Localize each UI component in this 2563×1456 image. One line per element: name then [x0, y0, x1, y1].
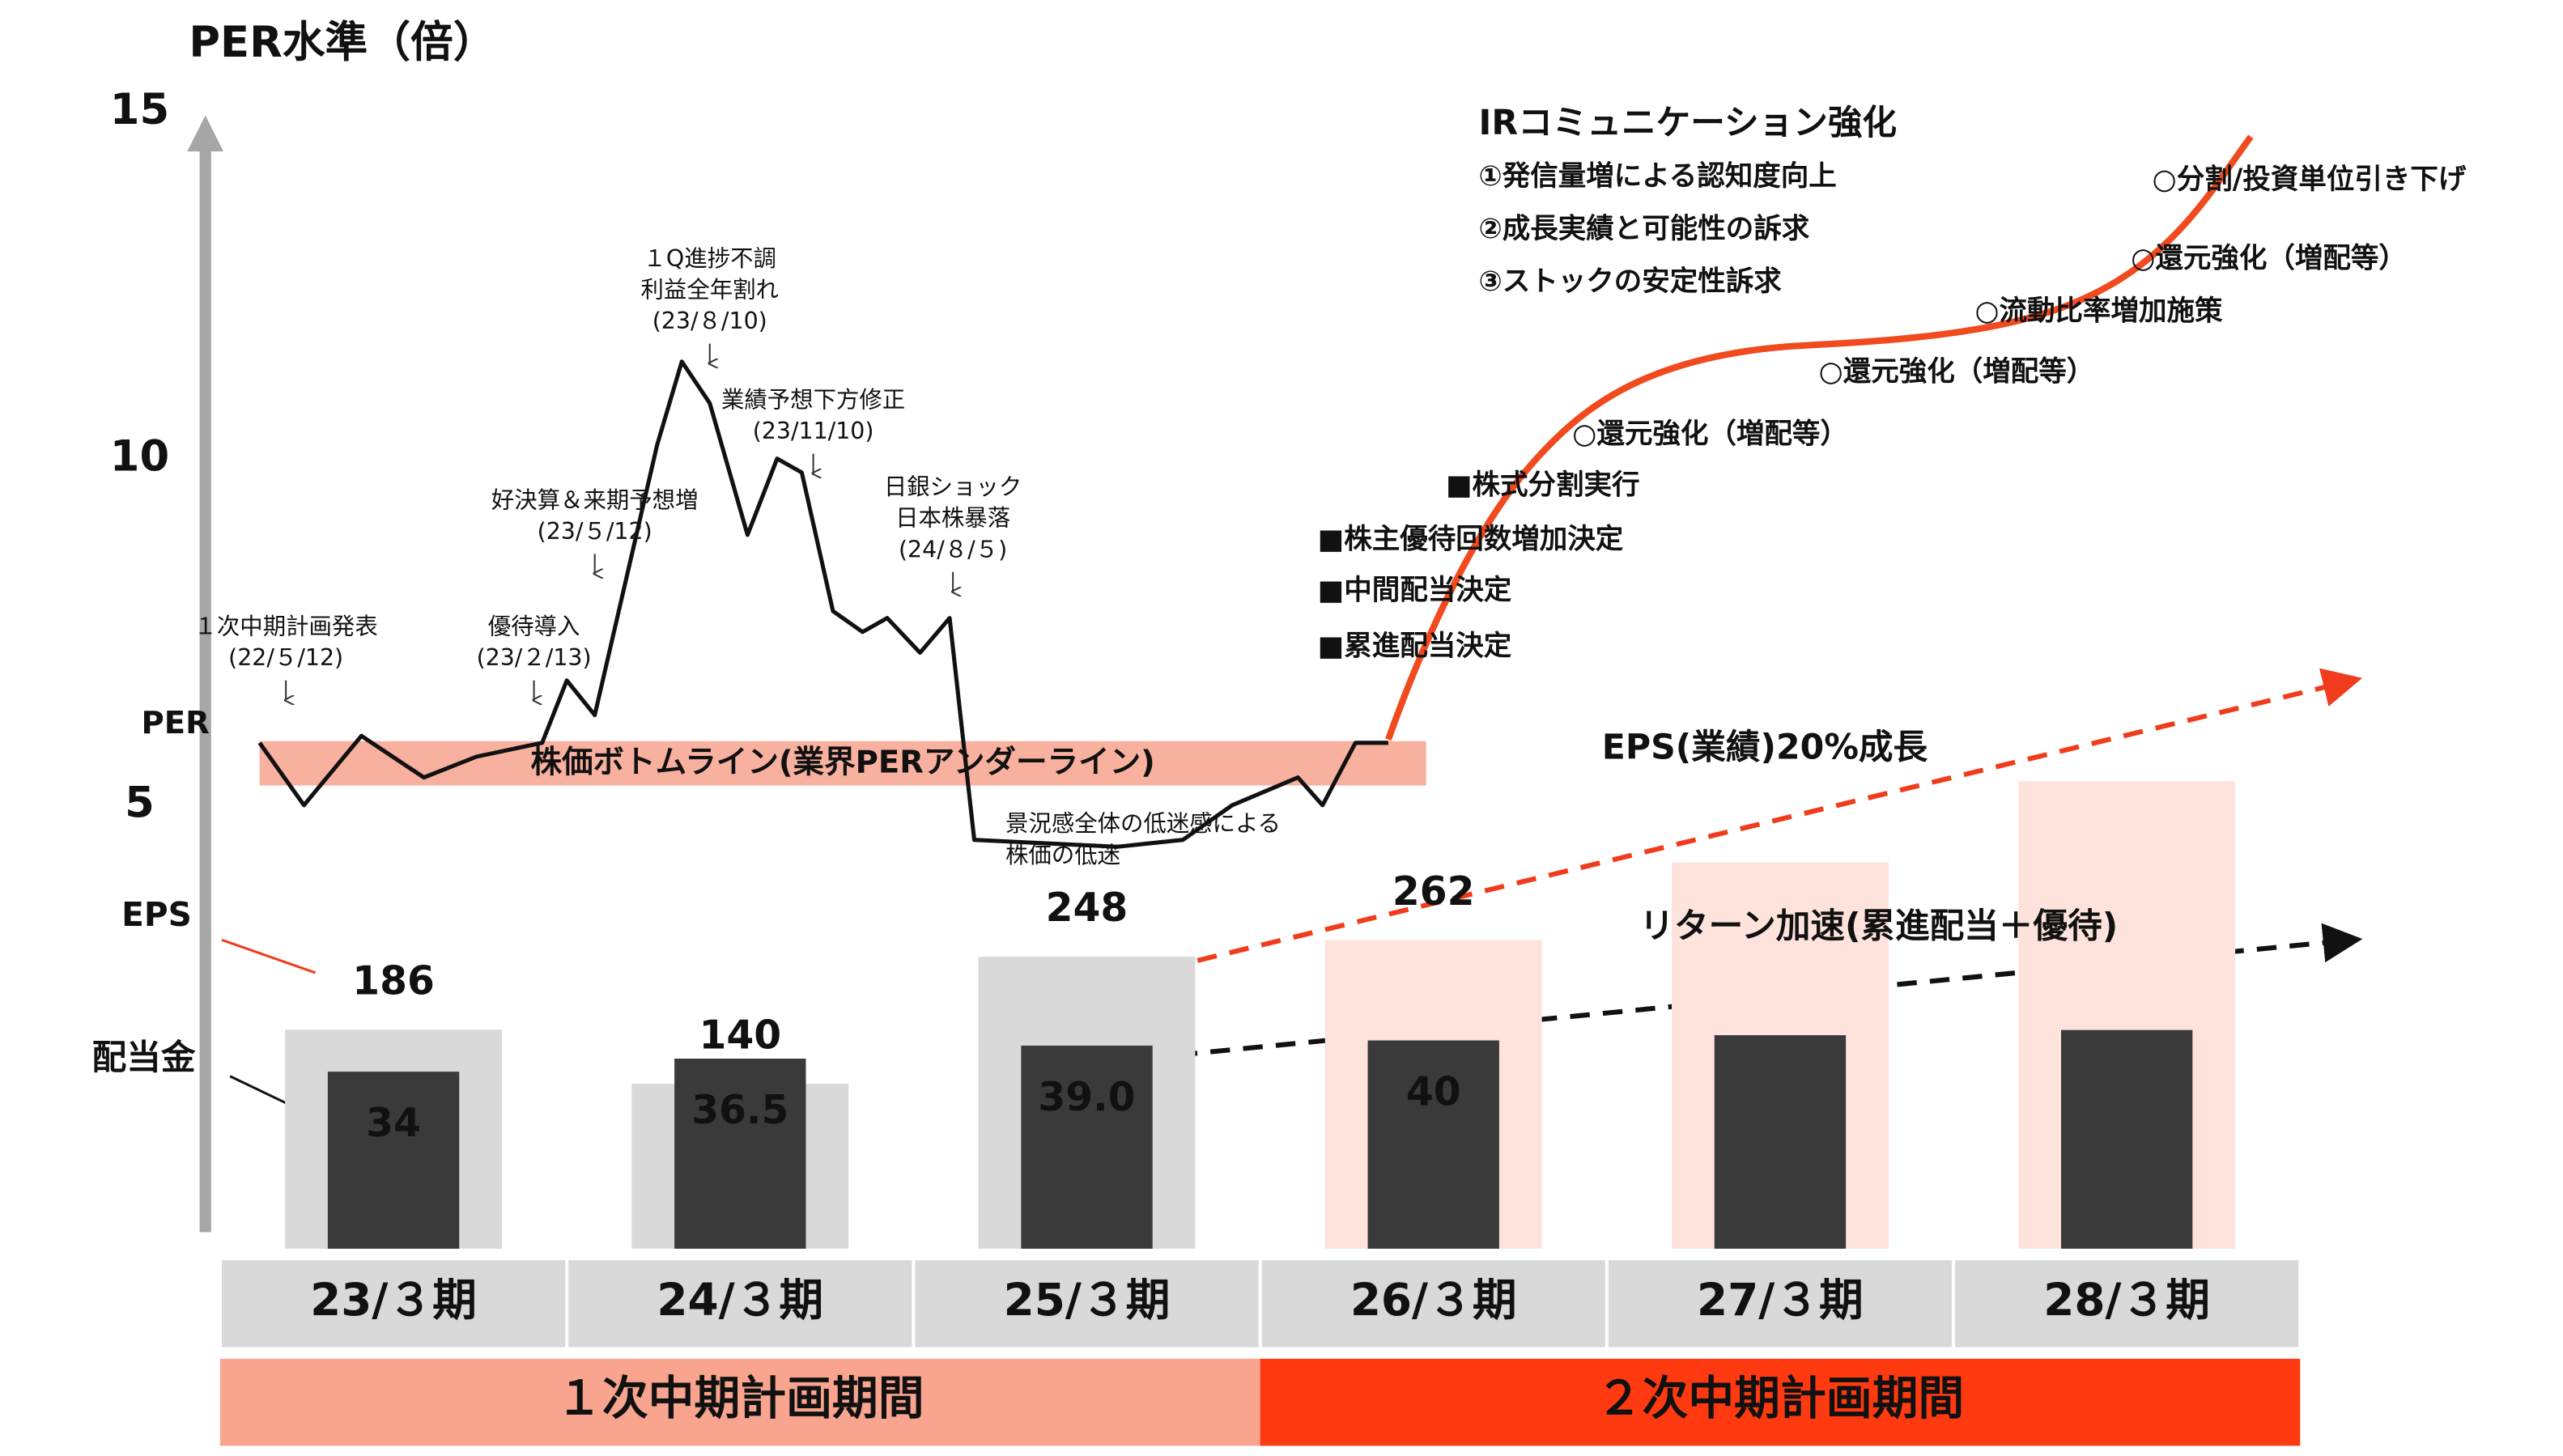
y-tick-label: 15: [110, 85, 169, 134]
phase-band: [219, 1358, 1260, 1446]
action-item: ■中間配当決定: [1318, 575, 1512, 607]
annotation-text: 業績予想下方修正: [721, 387, 905, 414]
dividend-bar: [1714, 1035, 1847, 1249]
dividend-bar: [1367, 1040, 1499, 1249]
annotation-text: (22/５/12): [228, 644, 343, 671]
action-item: ○還元強化（増配等）: [2131, 243, 2407, 275]
annotation-text: １次中期計画発表: [194, 613, 378, 640]
annotation-text: 好決算＆来期予想増: [491, 486, 699, 513]
annotation-text: 株価の低迷: [1005, 842, 1120, 868]
ir-item: ③ストックの安定性訴求: [1479, 265, 1783, 298]
y-tick-label: 5: [125, 779, 155, 828]
x-tick-label: 27/３期: [1697, 1274, 1864, 1326]
eps-value-label: 262: [1392, 869, 1475, 915]
eps-leader: [221, 938, 317, 974]
ir-item: ②成長実績と可能性の訴求: [1479, 213, 1810, 245]
phase-label: １次中期計画期間: [556, 1372, 924, 1425]
trend-label: EPS(業績)20%成長: [1602, 727, 1928, 767]
annotation-text: (23/５/12): [538, 518, 652, 545]
action-item: ○流動比率増加施策: [1974, 295, 2223, 328]
annotation-text: (23/８/10): [652, 308, 767, 334]
category-cell: [221, 1260, 566, 1348]
x-tick-label: 23/３期: [310, 1274, 477, 1326]
action-item: ■株式分割実行: [1446, 469, 1640, 502]
x-tick-label: 26/３期: [1350, 1274, 1517, 1326]
ir-title: IRコミュニケーション強化: [1479, 103, 1898, 143]
dividend-bar: [1021, 1045, 1153, 1249]
trend-label: リターン加速(累進配当＋優待): [1639, 906, 2118, 947]
band-label: 株価ボトムライン(業界PERアンダーライン): [530, 745, 1154, 781]
category-cell: [1955, 1260, 2299, 1348]
return-trend-arrow: [1111, 923, 2363, 1064]
action-item: ■株主優待回数増加決定: [1318, 524, 1624, 556]
x-tick-label: 28/３期: [2043, 1274, 2210, 1326]
dividend-value-label: 39.0: [1038, 1075, 1135, 1120]
category-cell: [1261, 1260, 1605, 1348]
dividend-value-label: 34: [366, 1101, 421, 1146]
legend-label: PER: [142, 705, 210, 741]
phase-band: [1260, 1358, 2301, 1446]
y-tick-label: 10: [110, 431, 169, 481]
dividend-value-label: 40: [1406, 1069, 1461, 1114]
legend-label: EPS: [121, 895, 192, 934]
category-cell: [568, 1260, 912, 1348]
annotation-text: 優待導入: [488, 613, 580, 640]
annotation-text: 日本株暴落: [895, 505, 1010, 532]
dividend-bar: [327, 1072, 460, 1249]
per-line: [257, 359, 1388, 849]
category-cell: [1608, 1260, 1953, 1348]
dividend-bar: [2060, 1029, 2193, 1249]
eps-trend-arrow: [1133, 668, 2363, 978]
annotation-text: 利益全年割れ: [641, 277, 779, 304]
annotation-text: １Q進捗不調: [644, 245, 776, 272]
phase-label: ２次中期計画期間: [1596, 1372, 1965, 1425]
x-tick-label: 25/３期: [1004, 1274, 1171, 1326]
dividend-value-label: 36.5: [691, 1088, 788, 1133]
annotation-text: (24/８/５): [899, 536, 1007, 562]
ir-item: ①発信量増による認知度向上: [1479, 160, 1837, 193]
dividend-bar: [674, 1059, 806, 1249]
bottom-band: [259, 741, 1426, 786]
eps-value-label: 248: [1046, 885, 1128, 931]
action-item: ○分割/投資単位引き下げ: [2153, 163, 2467, 196]
chart-title: PER水準（倍）: [189, 18, 495, 67]
x-tick-label: 24/３期: [657, 1274, 823, 1326]
action-item: ■累進配当決定: [1318, 630, 1512, 663]
annotation-text: (23/２/13): [477, 644, 592, 671]
growth-curve: [1385, 134, 2254, 741]
eps-value-label: 186: [352, 958, 435, 1004]
action-item: ○還元強化（増配等）: [1819, 356, 2095, 388]
annotation-text: 景況感全体の低迷感による: [1005, 810, 1281, 837]
annotation-text: (23/11/10): [753, 418, 874, 444]
annotation-text: 日銀ショック: [884, 473, 1022, 500]
y-axis-arrow: [187, 115, 224, 152]
action-item: ○還元強化（増配等）: [1572, 418, 1848, 451]
eps-value-label: 140: [699, 1012, 781, 1058]
legend-label: 配当金: [92, 1038, 196, 1078]
category-cell: [915, 1260, 1259, 1348]
